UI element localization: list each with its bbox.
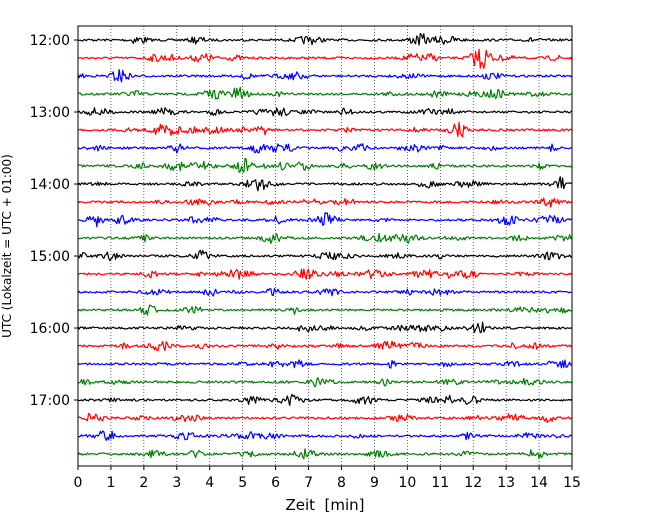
seismic-trace [77, 86, 573, 100]
x-tick-label: 15 [563, 475, 581, 491]
y-tick-label: 16:00 [30, 321, 70, 337]
y-ticks: 12:00 13:00 14:00 15:00 16:00 17:00 [30, 33, 78, 409]
x-ticks: 0 1 2 3 4 5 6 7 8 9 10 11 12 13 14 15 [74, 466, 581, 491]
seismic-trace [77, 393, 573, 407]
seismic-trace [77, 212, 573, 228]
seismic-trace [77, 121, 573, 138]
seismic-trace [77, 249, 573, 262]
x-tick-label: 1 [106, 475, 115, 491]
x-tick-label: 6 [271, 475, 280, 491]
y-tick-label: 17:00 [30, 393, 70, 409]
seismic-trace [77, 268, 573, 280]
seismic-trace [77, 68, 573, 83]
seismic-trace [77, 304, 573, 316]
seismic-trace [77, 232, 573, 245]
seismic-trace [77, 430, 573, 441]
seismic-trace [77, 321, 573, 334]
x-tick-label: 2 [139, 475, 148, 491]
x-tick-label: 14 [530, 475, 548, 491]
x-tick-label: 7 [304, 475, 313, 491]
seismic-trace [77, 48, 573, 70]
x-tick-label: 10 [398, 475, 416, 491]
seismic-trace [77, 448, 573, 460]
seismic-trace [77, 32, 573, 46]
seismic-trace [77, 359, 573, 369]
seismic-trace [77, 287, 573, 297]
seismic-trace [77, 107, 573, 117]
seismic-trace [77, 143, 573, 154]
x-tick-label: 9 [370, 475, 379, 491]
y-axis-label: UTC (Lokalzeit = UTC + 01:00) [0, 154, 14, 338]
y-tick-label: 15:00 [30, 249, 70, 265]
y-tick-label: 12:00 [30, 33, 70, 49]
x-tick-label: 0 [74, 475, 83, 491]
x-tick-label: 4 [205, 475, 214, 491]
x-axis-label: Zeit [min] [285, 496, 364, 514]
seismic-trace [77, 157, 573, 173]
grid-lines [110, 26, 540, 466]
x-tick-label: 8 [337, 475, 346, 491]
seismic-trace [77, 176, 573, 192]
x-tick-label: 13 [497, 475, 515, 491]
x-tick-label: 5 [238, 475, 247, 491]
seismic-trace [77, 197, 573, 208]
x-tick-label: 12 [464, 475, 482, 491]
seismic-trace [77, 377, 573, 388]
y-tick-label: 14:00 [30, 177, 70, 193]
plot-frame [77, 25, 573, 467]
x-tick-label: 3 [172, 475, 181, 491]
x-tick-label: 11 [431, 475, 449, 491]
seismic-trace [77, 340, 573, 352]
y-tick-label: 13:00 [30, 105, 70, 121]
plot-background [78, 26, 572, 466]
traces [77, 32, 573, 460]
seismic-trace [77, 412, 573, 424]
